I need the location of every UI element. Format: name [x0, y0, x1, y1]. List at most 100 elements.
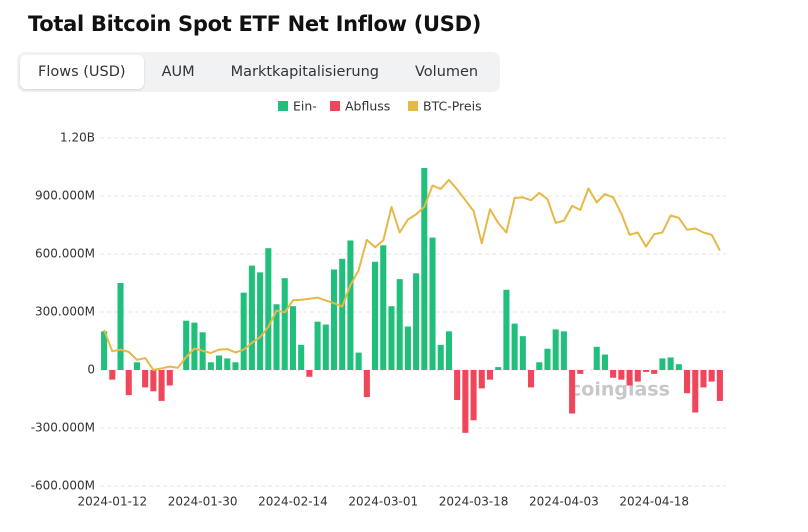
- bar: [601, 354, 608, 370]
- tab[interactable]: Volumen: [415, 64, 479, 80]
- bar: [495, 367, 502, 370]
- bar: [158, 370, 165, 401]
- bar: [569, 370, 576, 414]
- bar: [133, 362, 140, 370]
- bar: [437, 344, 444, 370]
- bar: [273, 304, 280, 370]
- tab[interactable]: AUM: [161, 64, 195, 80]
- bar: [396, 279, 403, 370]
- y-tick-label: -600.000M: [31, 479, 95, 493]
- bar: [675, 364, 682, 370]
- bar: [125, 370, 132, 396]
- bar: [109, 370, 116, 380]
- bar: [142, 370, 149, 388]
- bar: [413, 273, 420, 370]
- y-tick-label: -300.000M: [31, 421, 95, 435]
- bar: [445, 331, 452, 370]
- bar: [281, 278, 288, 370]
- bar: [150, 370, 157, 392]
- bar: [651, 370, 658, 374]
- bar: [298, 344, 305, 370]
- bar: [667, 357, 674, 370]
- tab-bar: Flows (USD) AUM Marktkapitalisierung Volume…: [17, 52, 500, 92]
- bar: [560, 331, 567, 370]
- bar: [716, 370, 723, 401]
- x-tick-label: 2024-03-01: [348, 495, 418, 509]
- bar: [265, 248, 272, 370]
- bar: [429, 237, 436, 370]
- bar: [700, 370, 707, 388]
- bar: [577, 370, 584, 374]
- bar: [421, 167, 428, 370]
- bar: [462, 370, 469, 433]
- bar: [322, 324, 329, 370]
- legend-label: Abfluss: [345, 99, 390, 114]
- bar: [388, 306, 395, 370]
- bar: [404, 326, 411, 370]
- bar: [618, 370, 625, 380]
- x-tick-label: 2024-03-18: [439, 495, 509, 509]
- bar: [207, 362, 214, 370]
- price-line: [103, 178, 721, 371]
- bar: [519, 336, 526, 370]
- bar: [470, 370, 477, 421]
- bar: [191, 322, 198, 370]
- bar: [503, 289, 510, 370]
- bar: [363, 370, 370, 398]
- bar: [380, 245, 387, 370]
- x-tick-label: 2024-02-14: [258, 495, 328, 509]
- tab[interactable]: Flows (USD): [20, 55, 144, 89]
- bar: [248, 265, 255, 370]
- legend-swatch: [278, 101, 288, 111]
- bar: [101, 331, 108, 370]
- bar: [314, 321, 321, 370]
- bar: [224, 358, 231, 370]
- legend-swatch: [330, 101, 340, 111]
- bar: [117, 283, 124, 370]
- bar: [216, 355, 223, 370]
- legend-swatch: [408, 101, 418, 111]
- y-tick-label: 0: [87, 363, 95, 377]
- bar: [347, 240, 354, 370]
- bar: [478, 370, 485, 389]
- bar: [166, 370, 173, 386]
- y-tick-label: 600.000M: [35, 247, 95, 261]
- chart-title: Total Bitcoin Spot ETF Net Inflow (USD): [28, 12, 482, 36]
- bar: [593, 346, 600, 370]
- x-tick-label: 2024-04-18: [619, 495, 689, 509]
- bar: [708, 370, 715, 382]
- y-tick-label: 900.000M: [35, 189, 95, 203]
- bar: [257, 272, 264, 370]
- bar: [544, 348, 551, 370]
- x-tick-label: 2024-01-12: [77, 495, 147, 509]
- bar: [240, 292, 247, 370]
- bar: [486, 370, 494, 380]
- bar: [536, 362, 543, 370]
- legend-label: Ein-: [293, 99, 317, 114]
- tab[interactable]: Marktkapitalisierung: [230, 64, 379, 80]
- bar: [339, 258, 346, 370]
- x-tick-label: 2024-04-03: [529, 495, 599, 509]
- bar: [610, 370, 617, 378]
- bar: [232, 362, 239, 370]
- bar: [372, 261, 379, 370]
- bar: [183, 320, 190, 370]
- bar: [306, 370, 313, 377]
- bar: [552, 329, 559, 370]
- bar: [528, 370, 535, 388]
- watermark: coinglass: [570, 379, 670, 401]
- bar: [642, 370, 650, 372]
- bar: [355, 352, 362, 370]
- bar: [330, 269, 338, 370]
- bar: [289, 306, 296, 370]
- bar: [692, 370, 699, 413]
- bar: [659, 358, 666, 370]
- x-tick-label: 2024-01-30: [168, 495, 238, 509]
- bar: [454, 370, 461, 400]
- bar: [626, 370, 633, 386]
- bar: [684, 370, 691, 394]
- y-tick-label: 300.000M: [35, 305, 95, 319]
- y-tick-label: 1.20B: [60, 131, 95, 145]
